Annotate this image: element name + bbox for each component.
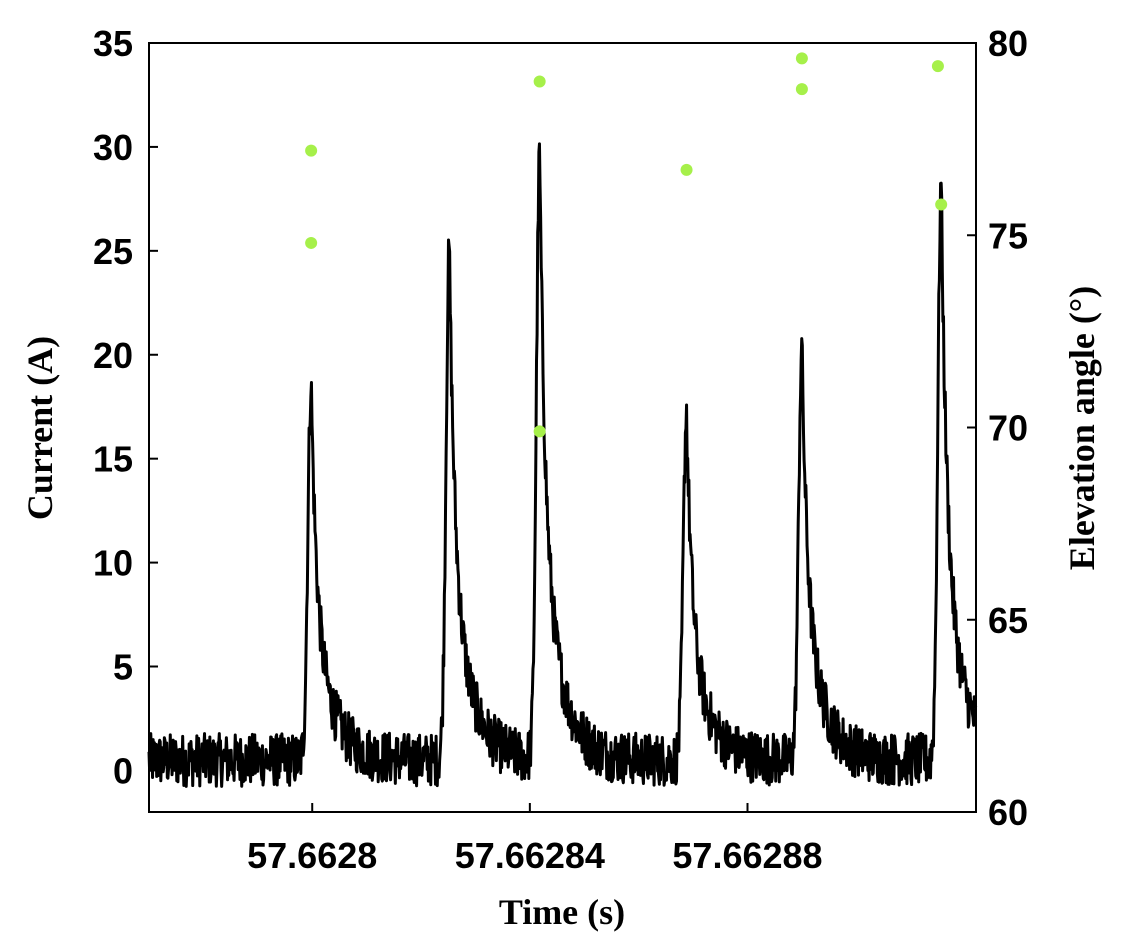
y2-tick-label: 60 [988,792,1028,833]
elevation-point [533,75,546,88]
y-tick-label: 35 [93,23,133,64]
y-tick-label: 30 [93,127,133,168]
chart-marks [147,52,978,788]
y-tick-label: 25 [93,231,133,272]
chart-ticks: 0 5 10 15 20 25 30 35 60 65 70 75 80 57.6628 57.66284 5… [93,23,1028,876]
elevation-point [305,144,318,157]
elevation-point [795,52,808,65]
y-tick-label: 15 [93,439,133,480]
y2-tick-label: 80 [988,23,1028,64]
y-tick-label: 10 [93,543,133,584]
elevation-point [795,83,808,96]
elevation-point [935,198,948,211]
x-tick-label: 57.66284 [455,835,605,876]
y-tick-label: 20 [93,335,133,376]
y2-tick-label: 65 [988,600,1028,641]
y-tick-label: 5 [113,647,133,688]
x-tick-label: 57.66288 [672,835,822,876]
y-tick-label: 0 [113,750,133,791]
x-tick-label: 57.6628 [247,835,377,876]
y2-tick-label: 75 [988,215,1028,256]
y2-tick-label: 70 [988,408,1028,449]
elevation-point [931,60,944,73]
x-axis-title: Time (s) [499,892,625,932]
elevation-point [680,163,693,176]
elevation-point [305,236,318,249]
y-axis-title: Current (A) [20,336,60,520]
current-line [147,142,978,788]
y2-axis-title: Elevation angle (°) [1062,286,1102,570]
elevation-point [533,425,546,438]
